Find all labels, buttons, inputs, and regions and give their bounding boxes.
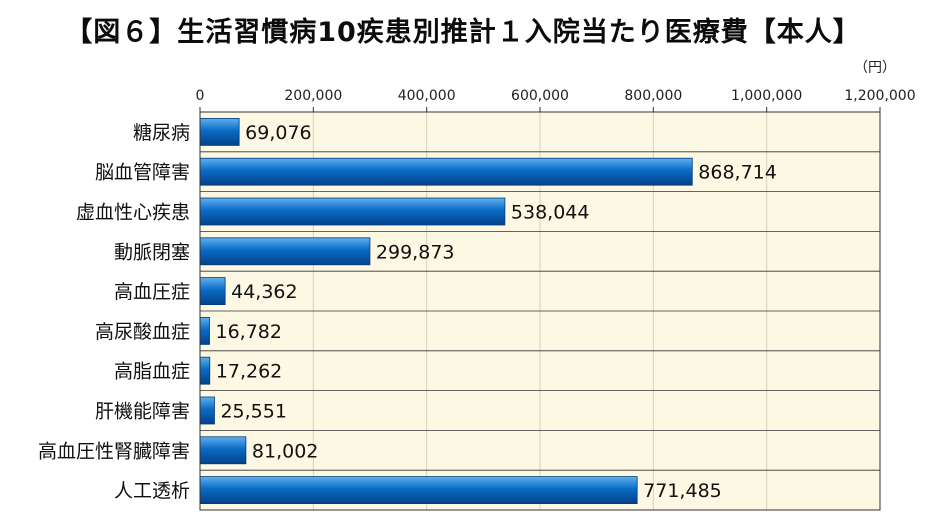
data-label: 69,076 <box>245 122 311 144</box>
category-label: 高血圧性腎臓障害 <box>38 440 190 462</box>
bar <box>199 436 247 465</box>
x-tick-label: 0 <box>196 88 205 104</box>
bar <box>199 396 215 425</box>
value-labels: 69,076 868,714 538,044 299,873 44,362 16,782 1… <box>216 122 777 502</box>
category-label: 虚血性心疾患 <box>76 202 190 224</box>
data-label: 771,485 <box>643 480 722 502</box>
plot-border <box>199 111 881 511</box>
x-tick-label: 800,000 <box>624 88 682 104</box>
data-label: 299,873 <box>376 241 455 263</box>
x-tick-label: 200,000 <box>284 88 342 104</box>
grid-lines <box>200 112 880 510</box>
category-label: 高尿酸血症 <box>95 321 190 343</box>
category-label: 高血圧症 <box>114 281 190 303</box>
data-label: 17,262 <box>216 361 282 383</box>
category-label: 動脈閉塞 <box>114 241 190 263</box>
data-label: 16,782 <box>216 321 282 343</box>
data-label: 81,002 <box>252 440 318 462</box>
x-tick-label: 600,000 <box>511 88 569 104</box>
axis-unit-label: （円） <box>854 60 896 76</box>
category-label: 糖尿病 <box>133 122 190 144</box>
x-tick-label: 400,000 <box>398 88 456 104</box>
bar <box>199 197 506 226</box>
category-label: 肝機能障害 <box>95 401 190 423</box>
bar <box>199 476 638 505</box>
data-label: 538,044 <box>511 202 590 224</box>
data-label: 868,714 <box>698 162 777 184</box>
x-tick-label: 1,000,000 <box>731 88 802 104</box>
x-tick-label: 1,200,000 <box>844 88 915 104</box>
bar <box>199 277 226 306</box>
chart-title: 【図６】生活習慣病10疾患別推計１入院当たり医療費【本人】 <box>65 17 861 48</box>
bar <box>199 356 211 385</box>
bar <box>199 118 240 146</box>
bar <box>199 237 371 266</box>
data-label: 44,362 <box>231 281 297 303</box>
x-axis-ticks: 0 200,000 400,000 600,000 800,000 1,000,000 1,… <box>196 88 916 112</box>
category-label: 高脂血症 <box>114 361 190 383</box>
category-label: 脳血管障害 <box>95 162 190 184</box>
category-label: 人工透析 <box>114 480 190 502</box>
bars <box>199 118 693 505</box>
data-label: 25,551 <box>220 401 286 423</box>
bar <box>199 157 693 186</box>
bar <box>199 316 210 345</box>
category-labels: 糖尿病脳血管障害虚血性心疾患動脈閉塞高血圧症高尿酸血症高脂血症肝機能障害高血圧性… <box>38 122 190 502</box>
